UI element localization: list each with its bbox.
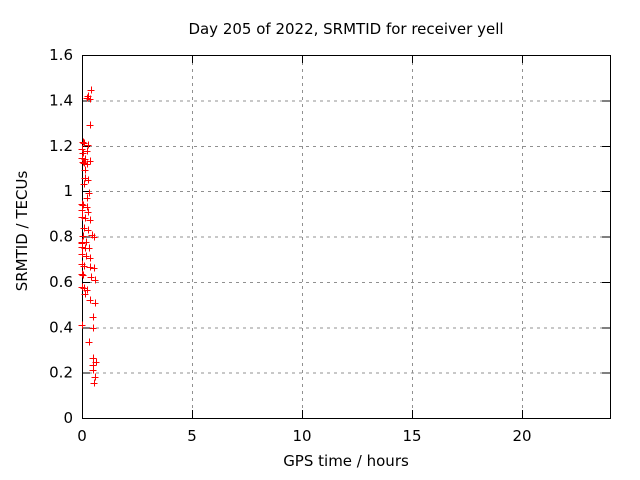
data-point-marker [78,321,86,329]
data-point-marker [78,145,86,153]
data-point-marker [78,154,86,162]
data-point-marker [86,216,94,224]
data-point-marker [86,121,94,129]
data-point-marker [85,244,93,252]
x-tick-label: 15 [402,427,421,445]
data-point-marker [81,214,89,222]
data-point-marker [79,149,87,157]
data-point-marker [86,296,94,304]
data-point-marker [83,147,91,155]
data-point-marker [86,263,94,271]
x-tick-label: 0 [77,427,87,445]
data-point-marker [84,176,92,184]
data-point-marker [91,373,99,381]
data-point-marker [89,366,97,374]
data-point-marker [78,213,86,221]
data-point-marker [85,338,93,346]
data-point-marker [78,206,86,214]
data-point-marker [82,238,90,246]
data-point-marker [89,354,97,362]
data-point-marker [85,189,93,197]
data-point-marker [86,95,94,103]
data-point-marker [81,166,89,174]
data-point-marker [84,141,92,149]
data-point-marker [84,226,92,234]
x-tick-label: 5 [187,427,197,445]
x-tick-label: 10 [292,427,311,445]
y-tick-label: 1.4 [49,91,73,109]
data-point-marker [80,159,88,167]
data-point-marker [83,286,91,294]
y-tick-label: 0.2 [49,364,73,382]
data-point-marker [91,276,99,284]
data-point-marker [78,200,86,208]
data-point-marker [87,273,95,281]
chart-title: Day 205 of 2022, SRMTID for receiver yel… [188,20,504,38]
data-point-marker [89,313,97,321]
data-point-marker [78,270,86,278]
y-tick-label: 0.4 [49,318,73,336]
data-point-marker [83,203,91,211]
data-point-marker [84,208,92,216]
data-point-marker [90,233,98,241]
data-point-marker [90,264,98,272]
data-point-marker [80,262,88,270]
x-axis-label: GPS time / hours [283,452,409,470]
data-point-marker [79,271,87,279]
data-point-marker [90,379,98,387]
y-tick-label: 0.8 [49,228,73,246]
y-tick-label: 1 [63,182,73,200]
y-tick-label: 1.6 [49,46,73,64]
data-point-marker [91,299,99,307]
y-tick-label: 1.2 [49,137,73,155]
y-tick-label: 0.6 [49,273,73,291]
data-point-marker [87,86,95,94]
data-point-marker [79,232,87,240]
data-point-marker [83,94,91,102]
y-tick-label: 0 [63,409,73,427]
data-point-marker [89,324,97,332]
data-point-marker [81,290,89,298]
data-point-marker [83,194,91,202]
data-point-marker [86,254,94,262]
data-point-marker [78,243,86,251]
data-point-marker [80,180,88,188]
data-point-marker [79,138,87,146]
data-point-marker [83,160,91,168]
x-tick-label: 20 [512,427,531,445]
